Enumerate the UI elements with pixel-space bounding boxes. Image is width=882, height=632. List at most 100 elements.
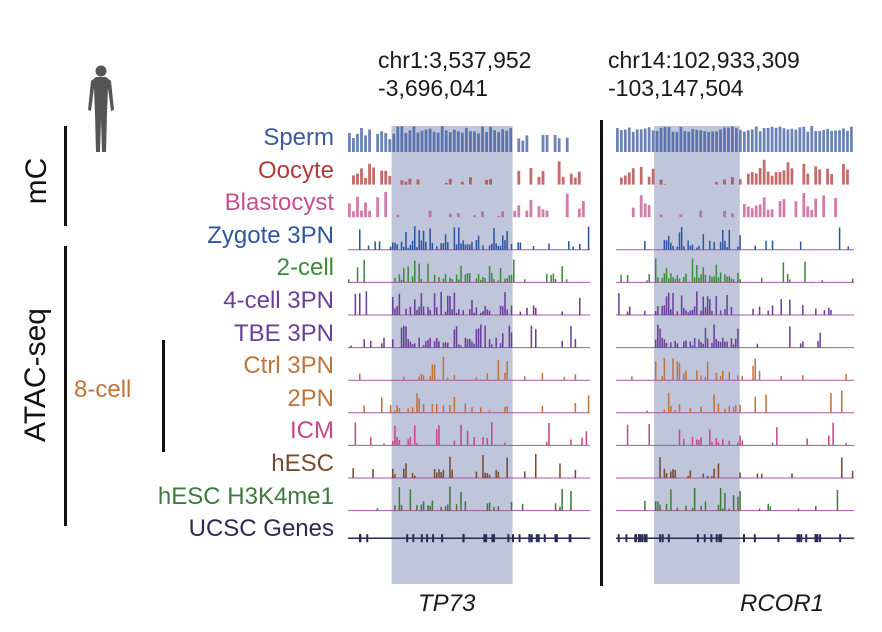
signal-bar bbox=[482, 454, 484, 478]
signal-bar bbox=[481, 211, 484, 218]
signal-bar bbox=[447, 342, 449, 348]
signal-bar bbox=[354, 422, 357, 446]
signal-bar bbox=[354, 293, 357, 315]
signal-bar bbox=[506, 457, 508, 478]
signal-bar bbox=[676, 343, 679, 348]
signal-bar bbox=[683, 373, 685, 381]
signal-bar bbox=[754, 245, 756, 250]
signal-bar bbox=[762, 159, 766, 185]
exon-mark bbox=[491, 534, 494, 543]
signal-bar bbox=[699, 210, 703, 218]
signal-bar bbox=[482, 437, 484, 446]
signal-bar bbox=[565, 279, 568, 283]
signal-bar bbox=[422, 501, 425, 511]
signal-bar bbox=[477, 328, 480, 348]
signal-bar bbox=[453, 440, 456, 446]
signal-bar bbox=[524, 471, 526, 478]
signal-bar bbox=[484, 472, 486, 478]
signal-bar bbox=[573, 177, 577, 185]
signal-bar bbox=[683, 341, 685, 348]
signal-bar bbox=[847, 246, 850, 250]
signal-bar bbox=[670, 405, 672, 413]
signal-bar bbox=[532, 305, 535, 315]
signal-bar bbox=[464, 337, 467, 348]
signal-bar bbox=[717, 504, 720, 511]
signal-bar bbox=[442, 342, 445, 348]
signal-bar bbox=[702, 296, 705, 315]
signal-bar bbox=[739, 435, 741, 446]
signal-bar bbox=[739, 404, 741, 413]
exon-mark bbox=[816, 534, 819, 543]
track-label: 2PN bbox=[287, 384, 334, 412]
signal-bar bbox=[647, 127, 651, 152]
track-label: 2-cell bbox=[276, 254, 334, 282]
signal-bar bbox=[444, 311, 447, 315]
signal-bar bbox=[440, 472, 442, 478]
signal-bar bbox=[675, 131, 679, 152]
signal-bar bbox=[789, 299, 791, 315]
signal-bar bbox=[756, 473, 759, 478]
signal-bar bbox=[846, 169, 849, 185]
signal-bar bbox=[367, 245, 370, 250]
signal-bar bbox=[477, 273, 480, 283]
signal-bar bbox=[737, 375, 739, 381]
signal-bar bbox=[647, 204, 651, 218]
exon-mark bbox=[718, 534, 721, 543]
signal-bar bbox=[685, 273, 687, 283]
signal-bar bbox=[471, 341, 473, 348]
signal-bar bbox=[449, 404, 451, 413]
signal-bar bbox=[672, 469, 674, 478]
exon-mark bbox=[800, 534, 803, 543]
signal-bar bbox=[691, 507, 694, 511]
exon-mark bbox=[543, 534, 546, 543]
signal-bar bbox=[731, 126, 734, 152]
signal-bar bbox=[431, 500, 434, 511]
exon-mark bbox=[703, 534, 706, 543]
signal-bar bbox=[352, 175, 355, 185]
signal-bar bbox=[680, 226, 683, 250]
signal-bar bbox=[414, 260, 416, 283]
signal-bar bbox=[568, 241, 570, 250]
signal-bar bbox=[713, 241, 715, 250]
signal-bar bbox=[384, 170, 388, 185]
signal-bar bbox=[486, 373, 489, 381]
signal-bar bbox=[770, 175, 774, 185]
signal-bar bbox=[431, 403, 434, 413]
signal-bar bbox=[651, 130, 655, 152]
signal-bar bbox=[506, 278, 508, 283]
signal-bar bbox=[728, 406, 731, 413]
exon-mark bbox=[635, 534, 638, 543]
signal-bar bbox=[814, 166, 818, 185]
signal-bar bbox=[817, 340, 819, 348]
signal-bar bbox=[726, 295, 728, 315]
signal-bar bbox=[416, 505, 418, 511]
signal-bar bbox=[491, 243, 493, 250]
signal-bar bbox=[646, 410, 648, 413]
signal-bar bbox=[370, 437, 372, 446]
signal-bar bbox=[524, 279, 526, 283]
signal-bar bbox=[700, 375, 702, 381]
signal-bar bbox=[691, 345, 694, 348]
exon-mark bbox=[637, 534, 640, 543]
exon-mark bbox=[777, 534, 780, 543]
signal-bar bbox=[706, 296, 709, 315]
signal-bar bbox=[453, 374, 456, 381]
signal-bar bbox=[380, 170, 384, 185]
signal-bar bbox=[706, 475, 709, 478]
signal-bar bbox=[732, 279, 735, 283]
signal-bar bbox=[381, 397, 383, 413]
signal-bar bbox=[577, 208, 581, 218]
signal-bar bbox=[670, 273, 672, 283]
signal-bar bbox=[449, 456, 451, 478]
signal-bar bbox=[732, 344, 735, 348]
signal-bar bbox=[383, 337, 385, 348]
signal-bar bbox=[414, 226, 416, 250]
signal-bar bbox=[436, 132, 440, 152]
signal-bar bbox=[563, 376, 566, 381]
signal-bar bbox=[541, 405, 544, 413]
exon-mark bbox=[366, 534, 369, 543]
signal-bar bbox=[420, 374, 423, 381]
signal-bar bbox=[394, 308, 396, 315]
exon-mark bbox=[667, 534, 670, 543]
signal-bar bbox=[780, 298, 782, 315]
